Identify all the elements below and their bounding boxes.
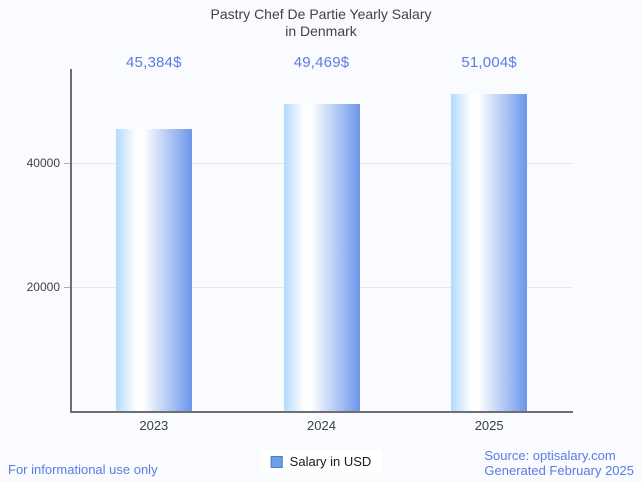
value-label-2025: 51,004$ [461, 54, 517, 71]
source-attribution: Source: optisalary.com Generated Februar… [484, 448, 634, 478]
x-tick-label-2023: 2023 [139, 418, 169, 433]
y-tick-mark [64, 162, 70, 164]
y-tick-label: 40000 [26, 155, 60, 170]
bar-2023 [115, 129, 192, 411]
legend-swatch-icon [270, 455, 283, 468]
value-label-2024: 49,469$ [293, 54, 350, 71]
x-tick-label-2024: 2024 [307, 418, 336, 433]
x-axis-line [70, 411, 573, 413]
bar-2025 [451, 94, 528, 411]
chart-title-line2: in Denmark [285, 23, 357, 39]
legend-label: Salary in USD [289, 454, 372, 469]
value-label-2023: 45,384$ [126, 54, 182, 71]
bar-2024 [283, 103, 360, 411]
legend: Salary in USD [260, 450, 382, 473]
chart-title: Pastry Chef De Partie Yearly Salary in D… [0, 6, 642, 40]
disclaimer-note: For informational use only [8, 462, 158, 477]
y-tick-label: 20000 [26, 279, 60, 294]
generated-line: Generated February 2025 [484, 463, 634, 478]
y-axis-line [70, 69, 72, 412]
x-tick-label-2025: 2025 [474, 418, 504, 433]
y-tick-mark [64, 286, 70, 288]
source-line: Source: optisalary.com [484, 448, 616, 463]
chart-title-line1: Pastry Chef De Partie Yearly Salary [210, 6, 432, 22]
